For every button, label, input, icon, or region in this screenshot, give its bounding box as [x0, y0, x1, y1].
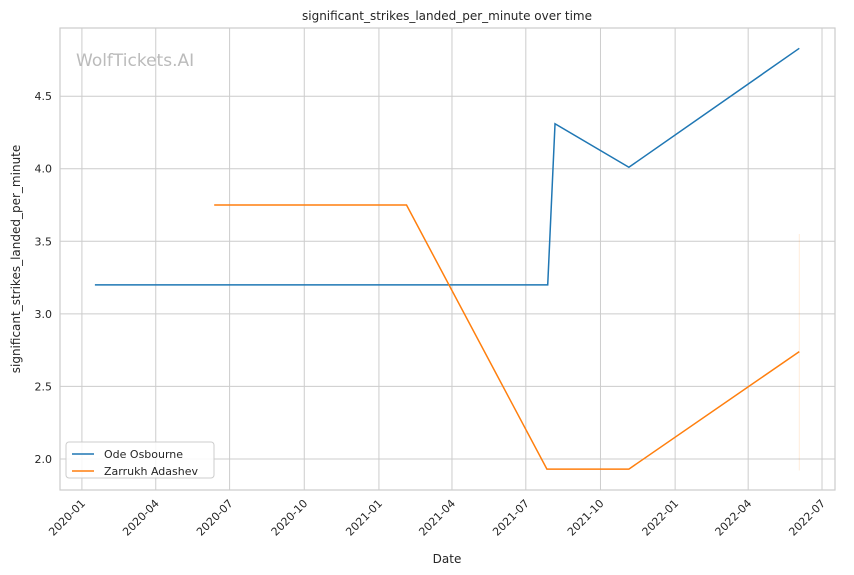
y-tick-label: 4.5 — [35, 90, 53, 103]
legend-label: Ode Osbourne — [104, 448, 183, 461]
x-tick-label: 2021-01 — [343, 497, 385, 539]
x-tick-label: 2021-07 — [490, 497, 532, 539]
y-tick-label: 3.0 — [35, 308, 53, 321]
x-tick-label: 2022-07 — [786, 497, 828, 539]
x-tick-label: 2020-01 — [46, 497, 88, 539]
y-tick-label: 2.5 — [35, 380, 53, 393]
x-tick-label: 2021-04 — [416, 497, 458, 539]
y-axis-label: significant_strikes_landed_per_minute — [9, 145, 23, 374]
x-tick-label: 2020-10 — [269, 497, 311, 539]
x-axis-label: Date — [433, 552, 462, 566]
legend-label: Zarrukh Adashev — [104, 465, 198, 478]
x-tick-label: 2022-04 — [713, 497, 755, 539]
y-tick-label: 4.0 — [35, 163, 53, 176]
series-line-zarrukh-adashev — [214, 204, 800, 470]
legend: Ode Osbourne Zarrukh Adashev — [65, 441, 215, 479]
y-tick-label: 2.0 — [35, 453, 53, 466]
x-tick-label: 2021-10 — [565, 497, 607, 539]
x-tick-label: 2020-04 — [120, 497, 162, 539]
watermark: WolfTickets.AI — [76, 51, 194, 71]
x-tick-label: 2020-07 — [194, 497, 236, 539]
plot-frame — [59, 27, 836, 491]
y-tick-label: 3.5 — [35, 235, 53, 248]
x-tick-label: 2022-01 — [640, 497, 682, 539]
series-line-ode-osbourne — [94, 47, 800, 286]
chart-title: significant_strikes_landed_per_minute ov… — [302, 9, 592, 23]
